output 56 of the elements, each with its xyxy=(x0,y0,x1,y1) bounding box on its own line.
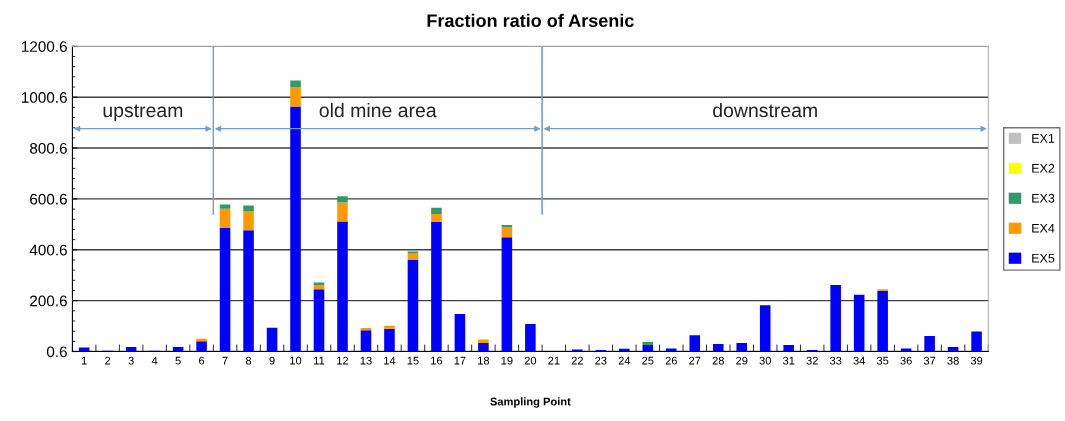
x-tick-label: 12 xyxy=(337,356,349,365)
x-tick-label: 22 xyxy=(571,356,583,365)
legend-label: EX2 xyxy=(1032,163,1055,173)
legend-label: EX3 xyxy=(1032,193,1055,203)
annotation: upstream xyxy=(103,104,183,122)
x-tick-label: 11 xyxy=(314,356,325,365)
x-tick-label: 30 xyxy=(759,356,771,365)
x-tick-label: 9 xyxy=(269,356,275,365)
x-tick-label: 28 xyxy=(712,356,724,365)
x-tick-label: 25 xyxy=(642,356,654,365)
x-tick-label: 8 xyxy=(245,356,252,365)
x-tick-label: 33 xyxy=(829,356,842,365)
x-tick-label: 6 xyxy=(199,356,205,365)
x-tick-label: 31 xyxy=(782,356,795,365)
chart-title: Fraction ratio of Arsenic xyxy=(427,13,634,28)
x-tick-label: 3 xyxy=(128,356,134,365)
x-tick-label: 2 xyxy=(105,356,111,365)
y-tick-label: 400.6 xyxy=(29,244,67,256)
x-tick-label: 26 xyxy=(665,356,677,365)
x-tick-label: 37 xyxy=(923,356,936,365)
x-tick-label: 21 xyxy=(548,356,560,365)
x-tick-label: 7 xyxy=(222,356,228,365)
x-tick-label: 19 xyxy=(501,356,513,365)
annotation: old mine area xyxy=(319,102,437,118)
y-tick-label: 1000.6 xyxy=(22,92,67,103)
x-tick-label: 1 xyxy=(81,356,87,365)
x-tick-label: 17 xyxy=(454,356,466,365)
x-tick-label: 5 xyxy=(175,356,181,365)
x-tick-label: 29 xyxy=(736,356,748,365)
annotation: downstream xyxy=(713,102,817,118)
x-tick-label: 4 xyxy=(151,356,158,365)
x-tick-label: 10 xyxy=(290,356,302,365)
x-tick-label: 18 xyxy=(478,356,490,365)
x-tick-label: 13 xyxy=(360,356,372,365)
y-tick-label: 200.6 xyxy=(30,295,67,307)
x-tick-label: 23 xyxy=(595,356,607,365)
x-tick-label: 32 xyxy=(806,356,818,365)
legend-label: EX4 xyxy=(1032,223,1055,233)
x-tick-label: 38 xyxy=(947,356,959,365)
legend-label: EX5 xyxy=(1032,253,1055,263)
x-tick-label: 24 xyxy=(618,356,631,365)
x-tick-label: 15 xyxy=(407,356,419,365)
y-tick-label: 1200.6 xyxy=(22,41,67,52)
x-tick-label: 14 xyxy=(384,356,396,365)
x-tick-label: 39 xyxy=(970,356,983,365)
x-tick-label: 36 xyxy=(900,356,912,365)
x-tick-label: 27 xyxy=(689,356,701,365)
x-axis-title: Sampling Point xyxy=(490,397,571,408)
y-tick-label: 800.6 xyxy=(29,142,67,154)
x-tick-label: 34 xyxy=(853,356,866,365)
legend-label: EX1 xyxy=(1032,134,1055,143)
x-tick-label: 16 xyxy=(431,356,443,365)
y-tick-label: 600.6 xyxy=(30,193,67,205)
x-tick-label: 20 xyxy=(524,356,537,365)
y-tick-label: 0.6 xyxy=(46,346,67,358)
x-tick-label: 35 xyxy=(876,356,889,365)
